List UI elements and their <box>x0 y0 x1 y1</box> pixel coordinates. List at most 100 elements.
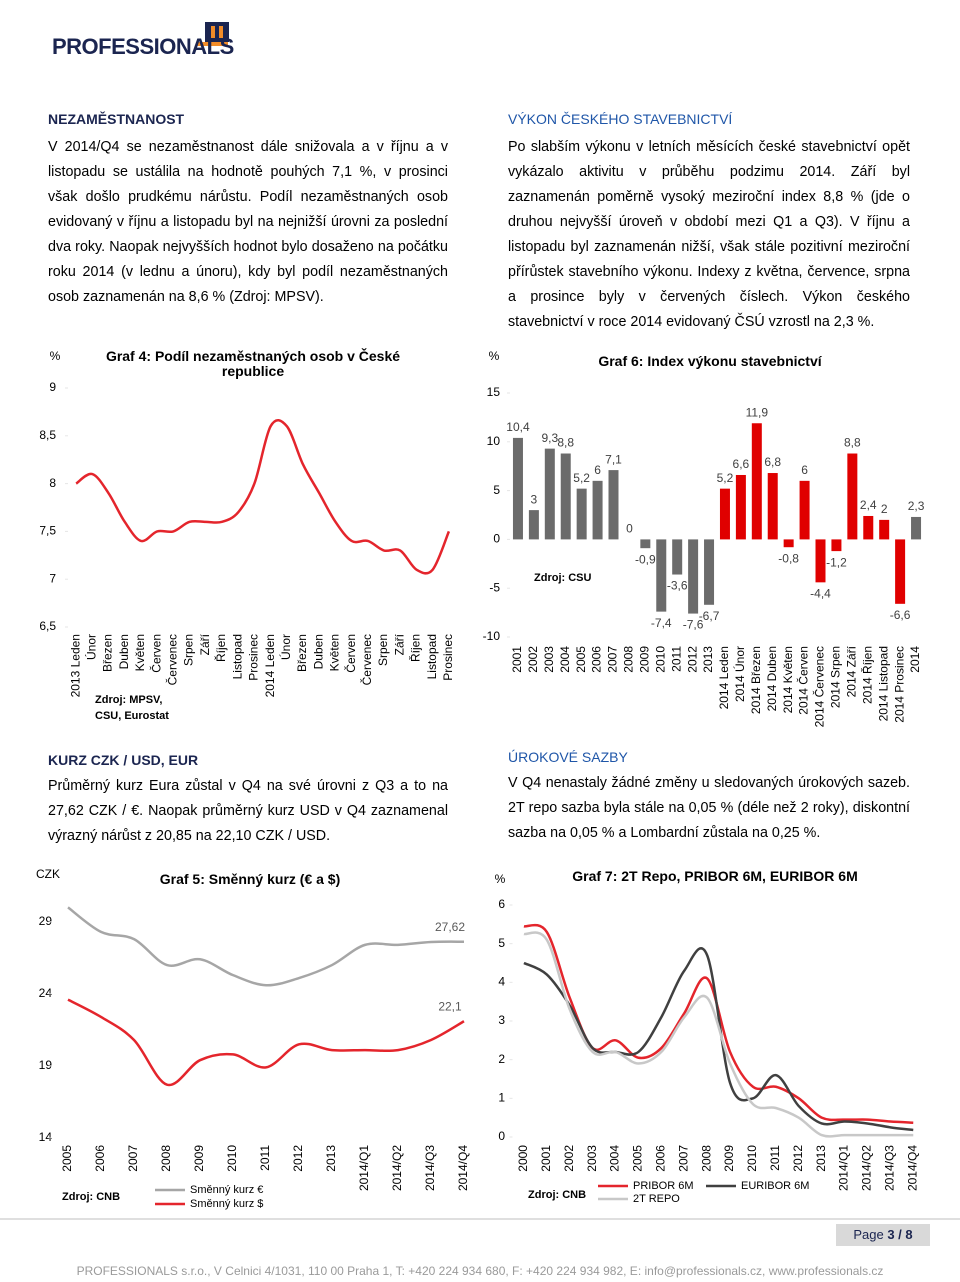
x-tick-label: 2008 <box>699 1145 713 1172</box>
chart-source: Zdroj: MPSV, CSU, Eurostat <box>95 694 169 722</box>
bar <box>863 515 874 540</box>
x-tick-label: 2006 <box>590 646 604 673</box>
x-tick-label: 2013 <box>814 1145 828 1172</box>
x-tick-label: 2006 <box>93 1145 107 1172</box>
x-tick-label: Duben <box>311 634 325 669</box>
legend-label: Směnný kurz € <box>190 1184 263 1196</box>
x-tick-label: 2010 <box>225 1145 239 1172</box>
y-tick-label: 3 <box>498 1013 505 1027</box>
x-tick-label: 2002 <box>562 1145 576 1172</box>
x-tick-label: 2002 <box>526 646 540 673</box>
x-tick-label: 2014/Q3 <box>423 1145 437 1191</box>
value-label: 27,62 <box>435 920 465 934</box>
value-label: 11,9 <box>746 405 769 419</box>
y-tick-label: 8,5 <box>39 428 56 442</box>
bar <box>911 516 922 540</box>
bar <box>719 488 730 540</box>
x-tick-label: 2014/Q1 <box>837 1145 851 1191</box>
x-tick-label: Červen <box>148 634 163 673</box>
x-tick-label: 2014 Listopad <box>876 646 890 721</box>
y-tick-label: 19 <box>39 1058 53 1072</box>
page-number-box: Page 3 / 8 <box>836 1224 930 1246</box>
x-tick-label: 2011 <box>258 1145 272 1171</box>
value-label: 3 <box>531 492 538 506</box>
logo: PROFESSIONALS <box>52 34 234 59</box>
x-tick-label: 2014/Q2 <box>860 1145 874 1191</box>
x-tick-label: 2014 Leden <box>263 634 277 697</box>
value-label: -7,4 <box>651 616 672 630</box>
value-label: 22,1 <box>438 999 462 1013</box>
x-tick-label: 2008 <box>159 1145 173 1172</box>
value-label: -0,8 <box>778 551 799 565</box>
x-tick-label: 2014/Q4 <box>905 1145 919 1191</box>
value-label: 8,8 <box>557 436 574 450</box>
x-tick-label: 2003 <box>542 646 556 673</box>
bar <box>735 474 746 540</box>
x-tick-label: 2011 <box>768 1145 782 1171</box>
section-title: NEZAMĚSTNANOST <box>48 111 185 127</box>
y-tick-label: 29 <box>39 914 53 928</box>
x-tick-label: 2014 Březen <box>749 646 763 714</box>
chart-source: Zdroj: CSU <box>534 572 592 584</box>
footer-address: PROFESSIONALS s.r.o., V Celnici 4/1031, … <box>76 1264 884 1278</box>
x-tick-label: Srpen <box>376 634 390 666</box>
value-label: -4,4 <box>810 587 831 601</box>
bar <box>799 480 810 540</box>
value-label: 5,2 <box>573 471 590 485</box>
x-tick-label: 2014 Červenec <box>812 646 827 727</box>
bar <box>895 539 906 604</box>
y-axis-label: % <box>50 349 61 363</box>
y-tick-label: 5 <box>498 936 505 950</box>
chart-title: Graf 7: 2T Repo, PRIBOR 6M, EURIBOR 6M <box>572 868 858 884</box>
bar <box>576 488 587 540</box>
value-label: -0,9 <box>635 552 656 566</box>
page-word: Page <box>853 1227 884 1242</box>
value-label: 2 <box>881 502 888 516</box>
legend-label: Směnný kurz $ <box>190 1198 263 1210</box>
x-tick-label: 2007 <box>676 1145 690 1172</box>
x-tick-label: 2000 <box>516 1145 530 1172</box>
value-label: -7,6 <box>683 618 704 632</box>
x-tick-label: 2006 <box>654 1145 668 1172</box>
y-tick-label: 24 <box>39 986 53 1000</box>
value-label: 10,4 <box>506 420 530 434</box>
y-tick-label: 8 <box>49 476 56 490</box>
x-tick-label: 2014 Leden <box>717 646 731 709</box>
x-tick-label: Březen <box>295 634 309 672</box>
x-tick-label: 2005 <box>60 1145 74 1172</box>
line <box>523 931 914 1138</box>
value-label: 6 <box>801 463 808 477</box>
bar <box>879 519 890 540</box>
legend-label: EURIBOR 6M <box>741 1180 809 1192</box>
x-tick-label: Červenec <box>359 634 374 685</box>
page-number: 3 / 8 <box>887 1227 913 1242</box>
x-tick-label: Květen <box>133 634 147 671</box>
x-tick-label: 2014 Srpen <box>829 646 843 708</box>
x-tick-label: 2001 <box>510 646 524 673</box>
bar <box>688 539 699 614</box>
bar <box>704 539 715 605</box>
y-tick-label: 4 <box>498 975 505 989</box>
x-tick-label: 2011 <box>669 646 683 672</box>
bar <box>847 453 858 540</box>
x-tick-label: 2005 <box>631 1145 645 1172</box>
x-tick-label: 2014 <box>908 646 922 673</box>
bar <box>831 539 842 552</box>
x-tick-label: 2012 <box>791 1145 805 1172</box>
chart-title: Graf 6: Index výkonu stavebnictví <box>598 353 822 369</box>
legend-label: PRIBOR 6M <box>633 1180 694 1192</box>
x-tick-label: 2014/Q3 <box>883 1145 897 1191</box>
x-tick-label: Červen <box>343 634 358 673</box>
y-tick-label: 6 <box>498 897 505 911</box>
chart-title: Graf 5: Směnný kurz (€ a $) <box>159 871 341 887</box>
y-axis-label: % <box>495 872 506 886</box>
x-tick-label: 2009 <box>638 646 652 673</box>
section-text: Po slabším výkonu v letních měsících čes… <box>508 139 910 330</box>
x-tick-label: 2007 <box>126 1145 140 1172</box>
value-label: 5,2 <box>717 471 734 485</box>
x-tick-label: Duben <box>117 634 131 669</box>
x-tick-label: 2010 <box>653 646 667 673</box>
x-tick-label: Prosinec <box>441 634 455 681</box>
bar <box>656 539 667 612</box>
